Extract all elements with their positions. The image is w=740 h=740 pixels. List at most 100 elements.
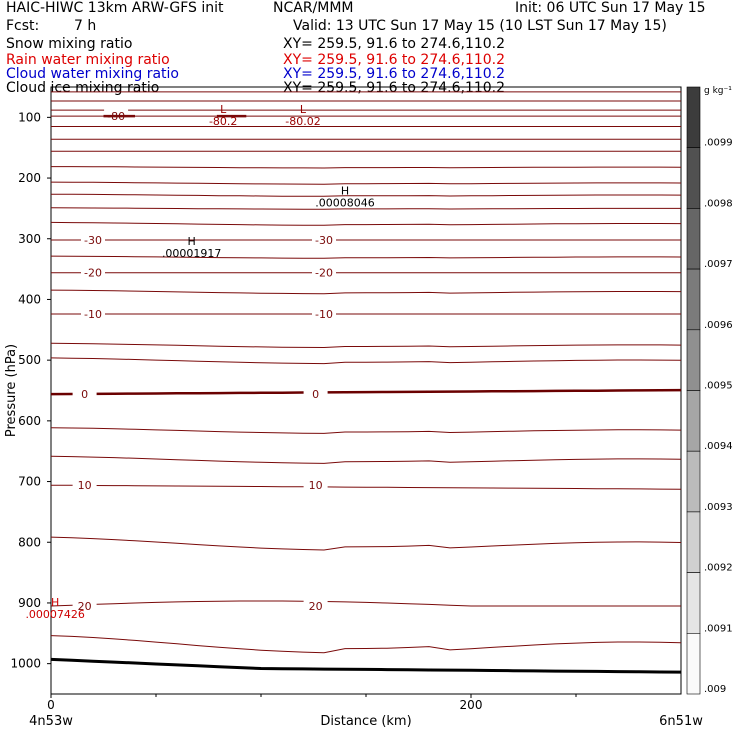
isotherm-label-bg [81, 232, 105, 246]
contour-line [50, 221, 682, 226]
contour-line [51, 166, 682, 169]
colorbar-label: .0095 [704, 381, 733, 392]
colorbar-cell [686, 632, 701, 695]
contour-line [50, 207, 681, 210]
y-tick-label: 500 [18, 353, 41, 367]
isotherm-label: -20 [315, 267, 333, 280]
colorbar-label: .0097 [704, 259, 733, 270]
y-tick-label: 300 [18, 232, 41, 246]
field-xy-cloud-water: XY= 259.5, 91.6 to 274.6,110.2 [283, 66, 506, 82]
x-tick-label: 0 [47, 698, 55, 712]
x-endpoint-right: 6n51w [659, 714, 703, 729]
extremum-value: -80.2 [209, 115, 237, 128]
x-tick-label: 200 [460, 698, 483, 712]
forecast-label: Fcst: [6, 18, 40, 34]
extremum-value: -80.02 [285, 115, 320, 128]
colorbar-cell [686, 390, 701, 452]
extremum-mark: H [51, 596, 59, 609]
contour-line [50, 193, 682, 197]
isotherm-label: -10 [315, 308, 333, 321]
plot-title: HAIC-HIWC 13km ARW-GFS init [6, 0, 224, 16]
extremum-mark: H [341, 184, 349, 197]
x-endpoint-left: 4n53w [29, 714, 73, 729]
field-xy-snow: XY= 259.5, 91.6 to 274.6,110.2 [283, 36, 506, 52]
isotherm-label-bg [72, 598, 97, 612]
colorbar-cell [686, 572, 701, 634]
colorbar-cell [686, 208, 701, 270]
colorbar-unit: g kg⁻¹ [704, 86, 732, 96]
isotherm-label-bg [312, 307, 336, 321]
y-tick-label: 800 [18, 535, 41, 549]
isotherm-label: -10 [84, 308, 102, 321]
field-xy-rain: XY= 259.5, 91.6 to 274.6,110.2 [283, 52, 506, 68]
isotherm-label: -30 [84, 234, 102, 247]
contour-line [50, 357, 682, 365]
isotherm-label-bg [81, 307, 105, 321]
contour-line [50, 635, 682, 654]
forecast-hours: 7 h [74, 18, 97, 34]
y-tick-label: 600 [18, 414, 41, 428]
y-tick-label: 900 [18, 596, 41, 610]
colorbar-label: .0098 [704, 198, 733, 209]
isotherm-label-bg [303, 598, 328, 612]
center-label: NCAR/MMM [273, 0, 354, 16]
contour-line [50, 255, 682, 259]
valid-time: Valid: 13 UTC Sun 17 May 15 (10 LST Sun … [293, 18, 667, 34]
y-axis-title: Pressure (hPa) [4, 344, 19, 437]
field-label-rain: Rain water mixing ratio [6, 52, 170, 68]
isotherm-line [50, 484, 682, 490]
contour-line [50, 342, 682, 349]
y-tick-label: 400 [18, 292, 41, 306]
colorbar-cell [686, 329, 701, 391]
extremum-value: .00007426 [25, 608, 85, 621]
colorbar-label: .0094 [704, 441, 733, 452]
isotherm-label: -20 [84, 267, 102, 280]
y-tick-label: 100 [18, 110, 41, 124]
isotherm-label-bg [72, 478, 97, 492]
isotherm-label: 10 [309, 479, 323, 492]
extremum-value: .00008046 [315, 196, 375, 209]
colorbar-cell [686, 268, 701, 331]
colorbar-label: .0096 [704, 320, 733, 331]
isotherm-line [50, 600, 681, 607]
isotherm-label-bg [312, 232, 336, 246]
colorbar-cell [686, 86, 701, 149]
isotherm-label-bg [303, 387, 328, 401]
extremum-mark: L [300, 103, 307, 116]
isotherm-label: 20 [78, 600, 92, 613]
x-axis-title: Distance (km) [320, 714, 411, 729]
contour-line [50, 455, 682, 464]
colorbar-label: .009 [704, 684, 726, 695]
extremum-mark: H [188, 235, 196, 248]
isotherm-label-bg [72, 387, 97, 401]
isotherm-label-bg [312, 265, 336, 279]
y-tick-label: 200 [18, 171, 41, 185]
isotherm-label: -30 [315, 234, 333, 247]
contour-line [50, 181, 682, 185]
colorbar-cell [686, 511, 701, 573]
y-tick-label: 1000 [10, 657, 41, 671]
isotherm-label-bg [81, 265, 105, 279]
isotherm-label: 20 [309, 600, 323, 613]
terrain-line [50, 657, 682, 674]
isotherm-line [50, 388, 682, 396]
colorbar-label: .0092 [704, 563, 733, 574]
isotherm-label: 10 [78, 479, 92, 492]
isotherm-label: 0 [312, 388, 319, 401]
isotherm-label: 0 [81, 388, 88, 401]
extremum-mark: L [220, 103, 227, 116]
contour-line [50, 427, 682, 434]
contour-line [50, 536, 682, 551]
extremum-value: .00001917 [162, 247, 222, 260]
colorbar-label: .0099 [704, 138, 733, 149]
init-time: Init: 06 UTC Sun 17 May 15 [515, 0, 706, 16]
colorbar-cell [686, 450, 701, 513]
colorbar-cell [686, 147, 701, 209]
field-label-cloud-water: Cloud water mixing ratio [6, 66, 179, 82]
colorbar-label: .0093 [704, 502, 733, 513]
colorbar-label: .0091 [704, 623, 733, 634]
field-label-snow: Snow mixing ratio [6, 36, 133, 52]
contour-line [50, 289, 682, 295]
y-tick-label: 700 [18, 475, 41, 489]
